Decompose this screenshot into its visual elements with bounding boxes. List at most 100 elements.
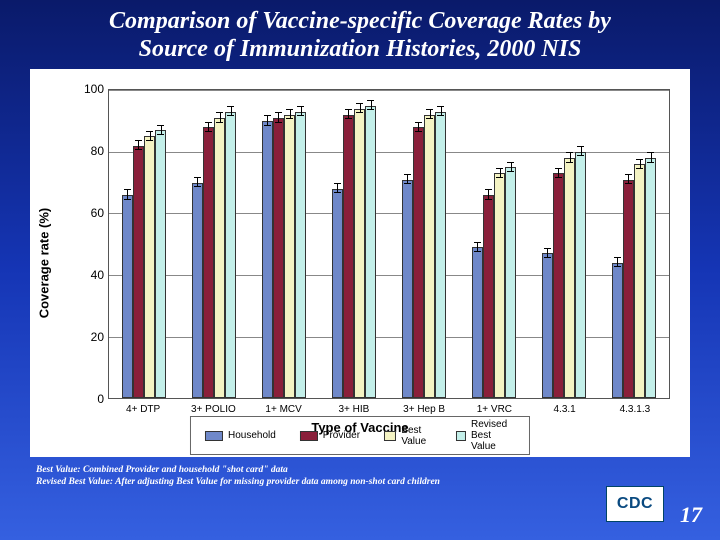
error-bar-cap <box>426 118 433 119</box>
bar <box>122 195 133 398</box>
bar <box>435 112 446 398</box>
x-tick-label: 4.3.1.3 <box>620 404 651 415</box>
error-bar-cap <box>264 125 271 126</box>
error-bar-cap <box>124 189 131 190</box>
bar <box>623 180 634 399</box>
bar <box>332 189 343 398</box>
error-bar-cap <box>135 140 142 141</box>
error-bar-cap <box>625 183 632 184</box>
error-bar-cap <box>415 131 422 132</box>
error-bar-cap <box>356 112 363 113</box>
grid-line <box>109 90 669 91</box>
bar <box>203 127 214 398</box>
error-bar-cap <box>297 106 304 107</box>
y-tick-label: 80 <box>80 144 104 158</box>
bar <box>553 173 564 398</box>
error-bar-cap <box>437 115 444 116</box>
footnote-2: Revised Best Value: After adjusting Best… <box>36 477 684 488</box>
error-bar-cap <box>614 266 621 267</box>
error-bar-cap <box>544 257 551 258</box>
bar <box>564 158 575 398</box>
error-bar-cap <box>404 174 411 175</box>
bar <box>262 121 273 398</box>
error-bar-cap <box>345 118 352 119</box>
error-bar-cap <box>334 183 341 184</box>
bar <box>354 109 365 399</box>
error-bar-cap <box>124 199 131 200</box>
error-bar-cap <box>544 248 551 249</box>
slide: Comparison of Vaccine-specific Coverage … <box>0 0 720 540</box>
error-bar-cap <box>496 177 503 178</box>
legend-swatch <box>300 431 318 441</box>
legend-item: Revised Best Value <box>456 419 515 452</box>
error-bar-cap <box>636 168 643 169</box>
legend-label: Revised Best Value <box>471 419 515 452</box>
bar <box>273 118 284 398</box>
error-bar-cap <box>157 134 164 135</box>
legend-label: Household <box>228 430 276 441</box>
bar <box>634 164 645 398</box>
error-bar-cap <box>334 192 341 193</box>
bar <box>612 263 623 399</box>
x-tick-label: 1+ MCV <box>265 404 301 415</box>
x-tick-label: 3+ POLIO <box>191 404 236 415</box>
bar <box>542 253 553 398</box>
error-bar-cap <box>345 109 352 110</box>
error-bar-cap <box>507 171 514 172</box>
x-tick-label: 3+ Hep B <box>403 404 445 415</box>
x-tick-label: 3+ HIB <box>338 404 369 415</box>
y-tick-label: 40 <box>80 268 104 282</box>
bar <box>343 115 354 398</box>
error-bar-cap <box>566 162 573 163</box>
error-bar-cap <box>227 106 234 107</box>
error-bar-cap <box>625 174 632 175</box>
error-bar-cap <box>356 103 363 104</box>
page-number: 17 <box>680 502 702 528</box>
error-bar-cap <box>496 168 503 169</box>
bar <box>365 106 376 399</box>
error-bar-cap <box>286 109 293 110</box>
y-axis-label: Coverage rate (%) <box>37 208 52 319</box>
footnotes: Best Value: Combined Provider and househ… <box>36 465 684 488</box>
legend: Household Provider Best Value Revised Best … <box>190 416 530 455</box>
bar <box>284 115 295 398</box>
legend-swatch <box>456 431 466 441</box>
legend-label: Best Value <box>401 425 432 447</box>
bar <box>645 158 656 398</box>
error-bar-cap <box>474 242 481 243</box>
error-bar-cap <box>577 155 584 156</box>
error-bar-cap <box>577 146 584 147</box>
error-bar-cap <box>205 122 212 123</box>
error-bar-cap <box>194 186 201 187</box>
bar <box>144 136 155 398</box>
error-bar-cap <box>227 115 234 116</box>
error-bar-cap <box>485 199 492 200</box>
title-line-1: Comparison of Vaccine-specific Coverage … <box>109 8 611 34</box>
error-bar-cap <box>485 189 492 190</box>
bar <box>192 183 203 399</box>
legend-swatch <box>205 431 223 441</box>
error-bar-cap <box>647 162 654 163</box>
y-tick-label: 0 <box>80 392 104 406</box>
legend-swatch <box>384 431 396 441</box>
error-bar-cap <box>157 125 164 126</box>
error-bar-cap <box>426 109 433 110</box>
bar <box>472 247 483 398</box>
error-bar-cap <box>216 122 223 123</box>
bar <box>225 112 236 398</box>
bar <box>214 118 225 398</box>
error-bar-cap <box>474 251 481 252</box>
bar <box>402 180 413 399</box>
bar <box>155 130 166 398</box>
error-bar-cap <box>566 152 573 153</box>
legend-item: Provider <box>300 419 360 452</box>
error-bar-cap <box>297 115 304 116</box>
y-tick-label: 100 <box>80 82 104 96</box>
title-line-2: Source of Immunization Histories, 2000 N… <box>139 36 582 62</box>
error-bar-cap <box>437 106 444 107</box>
bar <box>575 152 586 398</box>
footnote-1: Best Value: Combined Provider and househ… <box>36 465 684 476</box>
error-bar-cap <box>415 122 422 123</box>
error-bar-cap <box>647 152 654 153</box>
error-bar-cap <box>404 183 411 184</box>
